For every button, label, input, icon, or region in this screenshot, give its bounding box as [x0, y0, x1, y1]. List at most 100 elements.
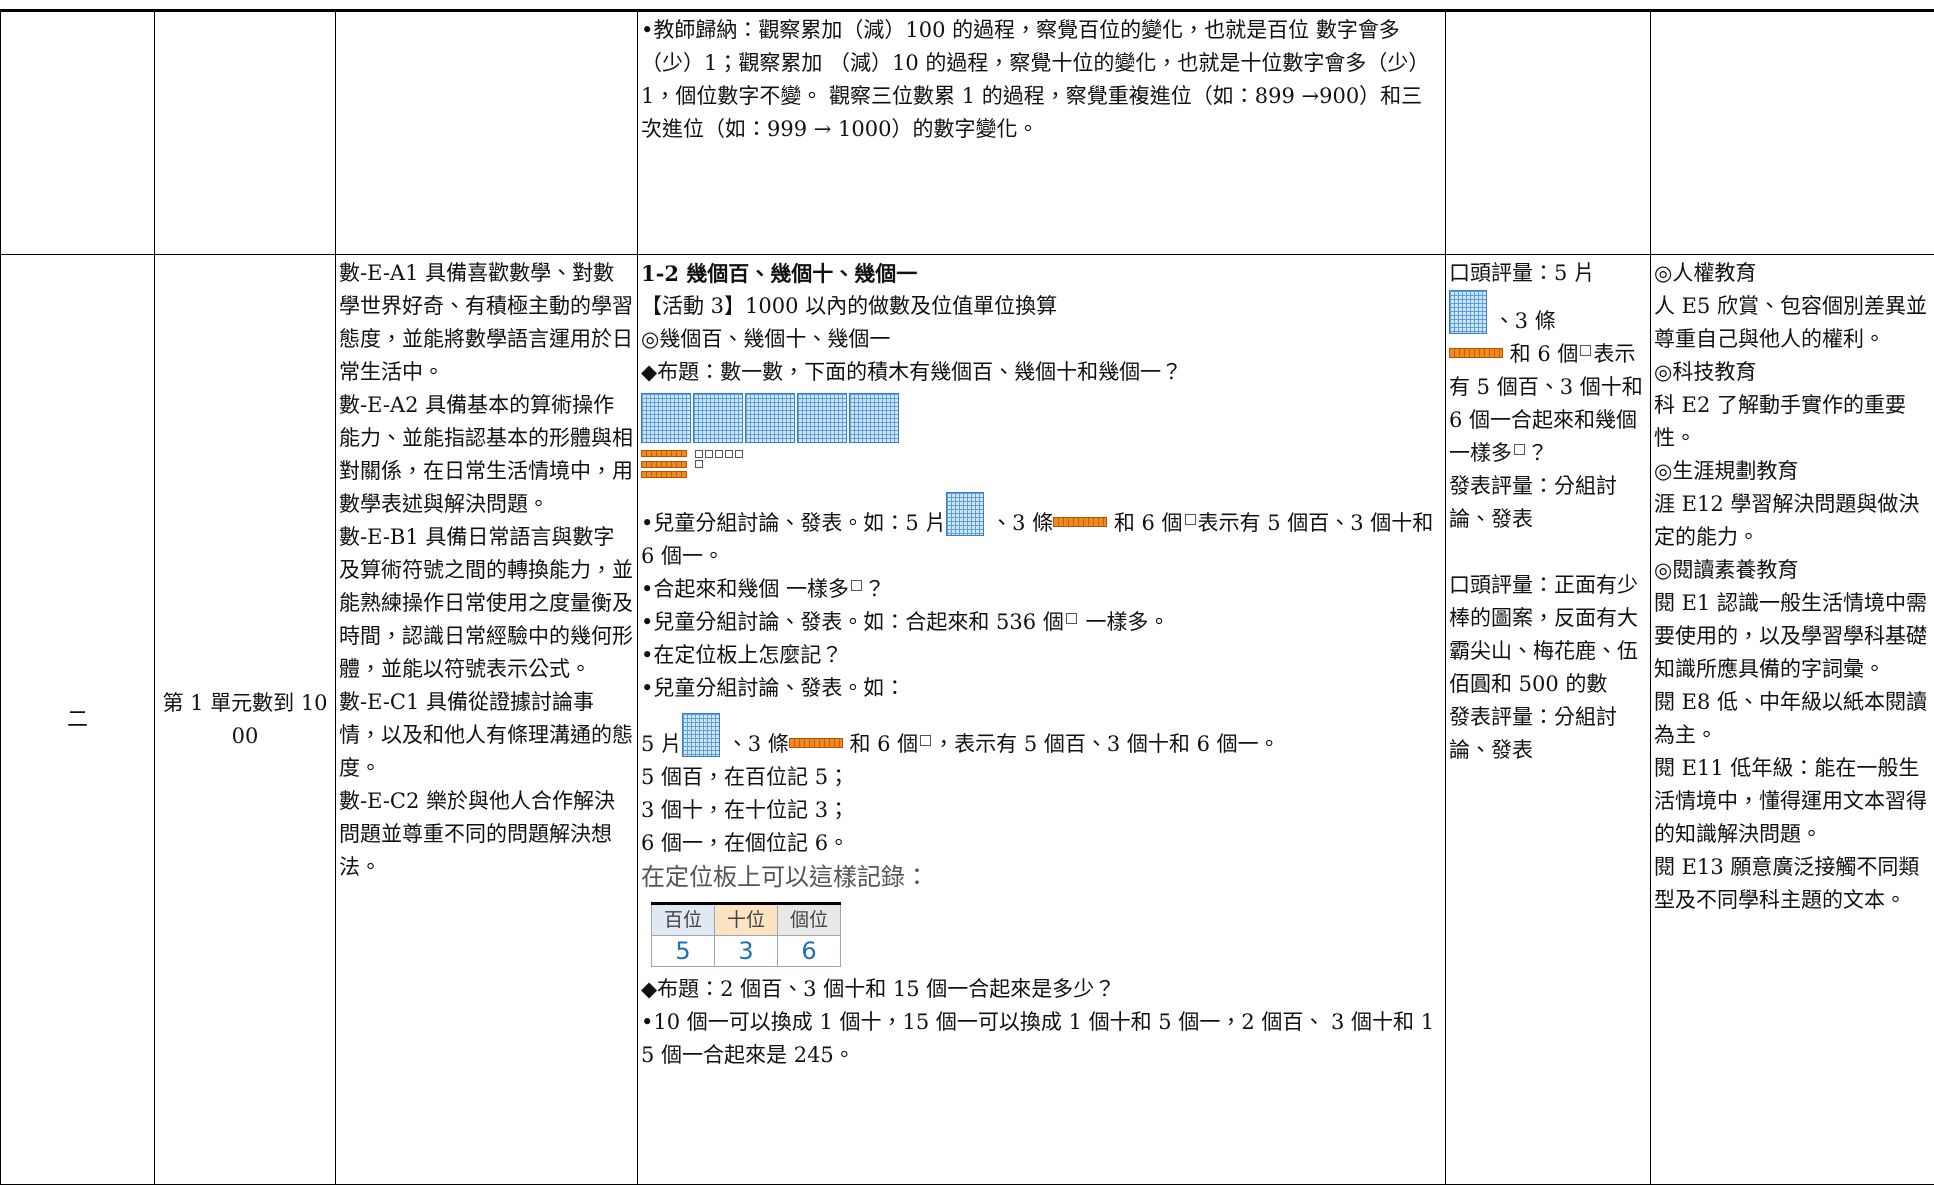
- pv-digit: 5: [652, 936, 715, 967]
- activity-line: •兒童分組討論、發表。如：5 片 、3 條 和 6 個表示有 5 個百、3 個十…: [641, 492, 1442, 573]
- competency: 數-E-B1 具備日常語言與數字及算術符號之間的轉換能力，並能熟練操作日常使用之…: [339, 521, 634, 686]
- activity-line: ◆布題：2 個百、3 個十和 15 個一合起來是多少？: [641, 973, 1442, 1006]
- unit-cube: [1066, 613, 1077, 624]
- issue: 閱 E8 低、中年級以紙本閱讀為主。: [1654, 686, 1931, 752]
- text: 一樣多。: [1079, 610, 1170, 634]
- activity-line: 5 片 、3 條 和 6 個 ，表示有 5 個百、3 個十和 6 個一。: [641, 713, 1442, 761]
- hundred-block: [1449, 290, 1487, 334]
- unit-cube: [725, 450, 733, 458]
- pv-digit: 3: [715, 936, 778, 967]
- hundred-block: [797, 393, 847, 443]
- issue: 涯 E12 學習解決問題與做決定的能力。: [1654, 488, 1931, 554]
- text: ？: [864, 577, 885, 601]
- issue: ◎閱讀素養教育: [1654, 554, 1931, 587]
- activity-line: •合起來和幾個 一樣多 ？: [641, 573, 1442, 606]
- unit-cube: [1514, 444, 1525, 455]
- ten-bar: [789, 738, 843, 748]
- cell: [1651, 11, 1934, 255]
- week: 二: [67, 707, 88, 731]
- text: 口頭評量：5 片: [1449, 261, 1595, 285]
- cell: ◎人權教育人 E5 欣賞、包容個別差異並尊重自己與他人的權利。◎科技教育科 E2…: [1651, 255, 1934, 1185]
- activity-line: 6 個一，在個位記 6。: [641, 827, 1442, 860]
- activity-line: •兒童分組討論、發表。如：合起來和 536 個 一樣多。: [641, 606, 1442, 639]
- unit-cube: [695, 460, 703, 468]
- table-row: 二 第 1 單元數到 1000 數-E-A1 具備喜歡數學、對數學世界好奇、有積…: [1, 255, 1934, 1185]
- issue: ◎生涯規劃教育: [1654, 455, 1931, 488]
- pv-header: 個位: [778, 904, 841, 936]
- hundred-block: [849, 393, 899, 443]
- cell: 1-2 幾個百、幾個十、幾個一 【活動 3】1000 以內的做數及位值單位換算 …: [638, 255, 1446, 1185]
- text: 和 6 個: [1107, 511, 1182, 535]
- cell: [155, 11, 336, 255]
- cell: •教師歸納：觀察累加（減）100 的過程，察覺百位的變化，也就是百位 數字會多（…: [638, 11, 1446, 255]
- activity-line: 【活動 3】1000 以內的做數及位值單位換算: [641, 290, 1442, 323]
- text: 和 6 個: [1503, 342, 1578, 366]
- activity-line: ◎幾個百、幾個十、幾個一: [641, 323, 1442, 356]
- ten-bar: [641, 461, 687, 468]
- hundred-block: [946, 492, 984, 536]
- text: 和 6 個: [843, 732, 918, 756]
- unit-cube: [851, 580, 862, 591]
- cell: [336, 11, 638, 255]
- text: •合起來和幾個 一樣多: [641, 577, 849, 601]
- text: 5 片: [641, 732, 682, 756]
- activity-line: •10 個一可以換成 1 個十，15 個一可以換成 1 個十和 5 個一，2 個…: [641, 1006, 1442, 1072]
- competency: 數-E-A2 具備基本的算術操作能力、並能指認基本的形體與相對關係，在日常生活情…: [339, 389, 634, 521]
- ten-bar: [1449, 348, 1503, 358]
- cell: 二: [1, 255, 155, 1185]
- activity-line: ◆布題：數一數，下面的積木有幾個百、幾個十和幾個一？: [641, 356, 1442, 389]
- competency: 數-E-A1 具備喜歡數學、對數學世界好奇、有積極主動的學習態度，並能將數學語言…: [339, 257, 634, 389]
- text: 、3 條: [1487, 309, 1556, 333]
- lesson-table: •教師歸納：觀察累加（減）100 的過程，察覺百位的變化，也就是百位 數字會多（…: [0, 9, 1934, 1185]
- cell: 口頭評量：5 片 、3 條 和 6 個表示有 5 個百、3 個十和 6 個一合起…: [1446, 255, 1651, 1185]
- assessment: 口頭評量：正面有少棒的圖案，反面有大霸尖山、梅花鹿、伍佰圓和 500 的數: [1449, 569, 1647, 701]
- pv-header: 十位: [715, 904, 778, 936]
- assessment: 發表評量：分組討論、發表: [1449, 470, 1647, 536]
- text: •兒童分組討論、發表。如：合起來和 536 個: [641, 610, 1064, 634]
- unit-cube: [1580, 345, 1591, 356]
- hundred-block: [682, 713, 720, 757]
- ten-bar: [1053, 517, 1107, 527]
- cell: [1, 11, 155, 255]
- assessment: 發表評量：分組討論、發表: [1449, 701, 1647, 767]
- table-row: •教師歸納：觀察累加（減）100 的過程，察覺百位的變化，也就是百位 數字會多（…: [1, 11, 1934, 255]
- unit-cube: [735, 450, 743, 458]
- activity-line: 在定位板上可以這樣記錄：: [641, 860, 1442, 894]
- activity-line: •兒童分組討論、發表。如：: [641, 672, 1442, 705]
- text: ，表示有 5 個百、3 個十和 6 個一。: [933, 732, 1279, 756]
- unit-cube: [715, 450, 723, 458]
- issue: 閱 E13 願意廣泛接觸不同類型及不同學科主題的文本。: [1654, 851, 1931, 917]
- unit-cube: [705, 450, 713, 458]
- assessment: 口頭評量：5 片 、3 條 和 6 個表示有 5 個百、3 個十和 6 個一合起…: [1449, 257, 1647, 470]
- issue: 人 E5 欣賞、包容個別差異並尊重自己與他人的權利。: [1654, 290, 1931, 356]
- text: •兒童分組討論、發表。如：5 片: [641, 511, 946, 535]
- competency: 數-E-C1 具備從證據討論事情，以及和他人有條理溝通的態度。: [339, 686, 634, 785]
- hundred-block: [745, 393, 795, 443]
- blocks-illustration: [641, 393, 1442, 478]
- hundred-block: [693, 393, 743, 443]
- unit-cube: [920, 735, 931, 746]
- cell: 數-E-A1 具備喜歡數學、對數學世界好奇、有積極主動的學習態度，並能將數學語言…: [336, 255, 638, 1185]
- activity-line: •在定位板上怎麼記？: [641, 639, 1442, 672]
- ten-bar: [641, 450, 687, 457]
- cell: [1446, 11, 1651, 255]
- text: 、3 條: [720, 732, 789, 756]
- competency: 數-E-C2 樂於與他人合作解決問題並尊重不同的問題解決想法。: [339, 785, 634, 884]
- text: ？: [1527, 441, 1548, 465]
- issue: ◎人權教育: [1654, 257, 1931, 290]
- issue: ◎科技教育: [1654, 356, 1931, 389]
- hundred-block: [641, 393, 691, 443]
- unit: 第 1 單元數到 1000: [162, 691, 327, 748]
- activity-title: 1-2 幾個百、幾個十、幾個一: [641, 257, 1442, 290]
- activity-text: •教師歸納：觀察累加（減）100 的過程，察覺百位的變化，也就是百位 數字會多（…: [641, 14, 1442, 146]
- text: 、3 條: [984, 511, 1053, 535]
- unit-cube: [695, 450, 703, 458]
- unit-cube: [1185, 514, 1196, 525]
- issue: 科 E2 了解動手實作的重要性。: [1654, 389, 1931, 455]
- pv-digit: 6: [778, 936, 841, 967]
- issue: 閱 E11 低年級：能在一般生活情境中，懂得運用文本習得的知識解決問題。: [1654, 752, 1931, 851]
- activity-line: 3 個十，在十位記 3；: [641, 794, 1442, 827]
